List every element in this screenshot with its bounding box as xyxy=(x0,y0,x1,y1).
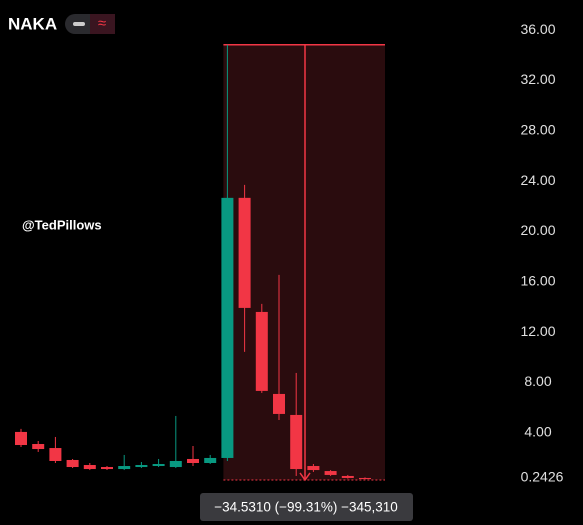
toggle-wave: ≈ xyxy=(98,15,106,32)
y-tick-label: 32.00 xyxy=(520,71,555,87)
y-tick-label: 12.00 xyxy=(520,323,555,339)
candle-body xyxy=(238,197,251,308)
candle-body xyxy=(273,393,285,414)
last-price-label: 0.2426 xyxy=(521,469,564,485)
y-tick-label: 4.00 xyxy=(524,423,551,439)
candle-body xyxy=(135,465,148,468)
y-tick-label: 36.00 xyxy=(520,21,555,37)
y-tick-label: 24.00 xyxy=(520,172,555,188)
candle-body xyxy=(307,466,320,471)
y-tick-label: 16.00 xyxy=(520,272,555,288)
watermark: @TedPillows xyxy=(22,217,102,232)
y-tick-label: 28.00 xyxy=(520,122,555,138)
candle-body xyxy=(290,414,303,470)
candle-body xyxy=(324,471,337,475)
symbol-title: NAKA xyxy=(8,14,57,33)
candle-body xyxy=(187,458,199,464)
candle-body xyxy=(118,466,131,470)
candle-body xyxy=(341,475,354,478)
candle-body xyxy=(255,311,268,391)
candle-body xyxy=(15,431,27,446)
measure-box xyxy=(200,493,413,521)
candle-body xyxy=(32,444,45,450)
candle-body xyxy=(359,477,371,479)
candle-body xyxy=(101,467,113,470)
candle-body xyxy=(83,465,96,470)
y-tick-label: 8.00 xyxy=(524,373,551,389)
candle-body xyxy=(169,460,182,468)
toggle-icon xyxy=(73,22,85,26)
plot-area: 36.00 32.00 28.00 24.00 20.00 16.00 12.00 8.00 4… xyxy=(15,21,564,485)
candle-body xyxy=(152,464,165,467)
measure-label: −34.5310 (−99.31%) −345,310 xyxy=(214,500,398,515)
y-tick-label: 20.00 xyxy=(520,222,555,238)
measure-arrow xyxy=(299,472,311,482)
candle-body xyxy=(204,457,217,464)
candle-body xyxy=(221,197,234,458)
toggle-active xyxy=(90,14,115,34)
candle-body xyxy=(66,459,79,468)
candle-body xyxy=(49,448,62,461)
